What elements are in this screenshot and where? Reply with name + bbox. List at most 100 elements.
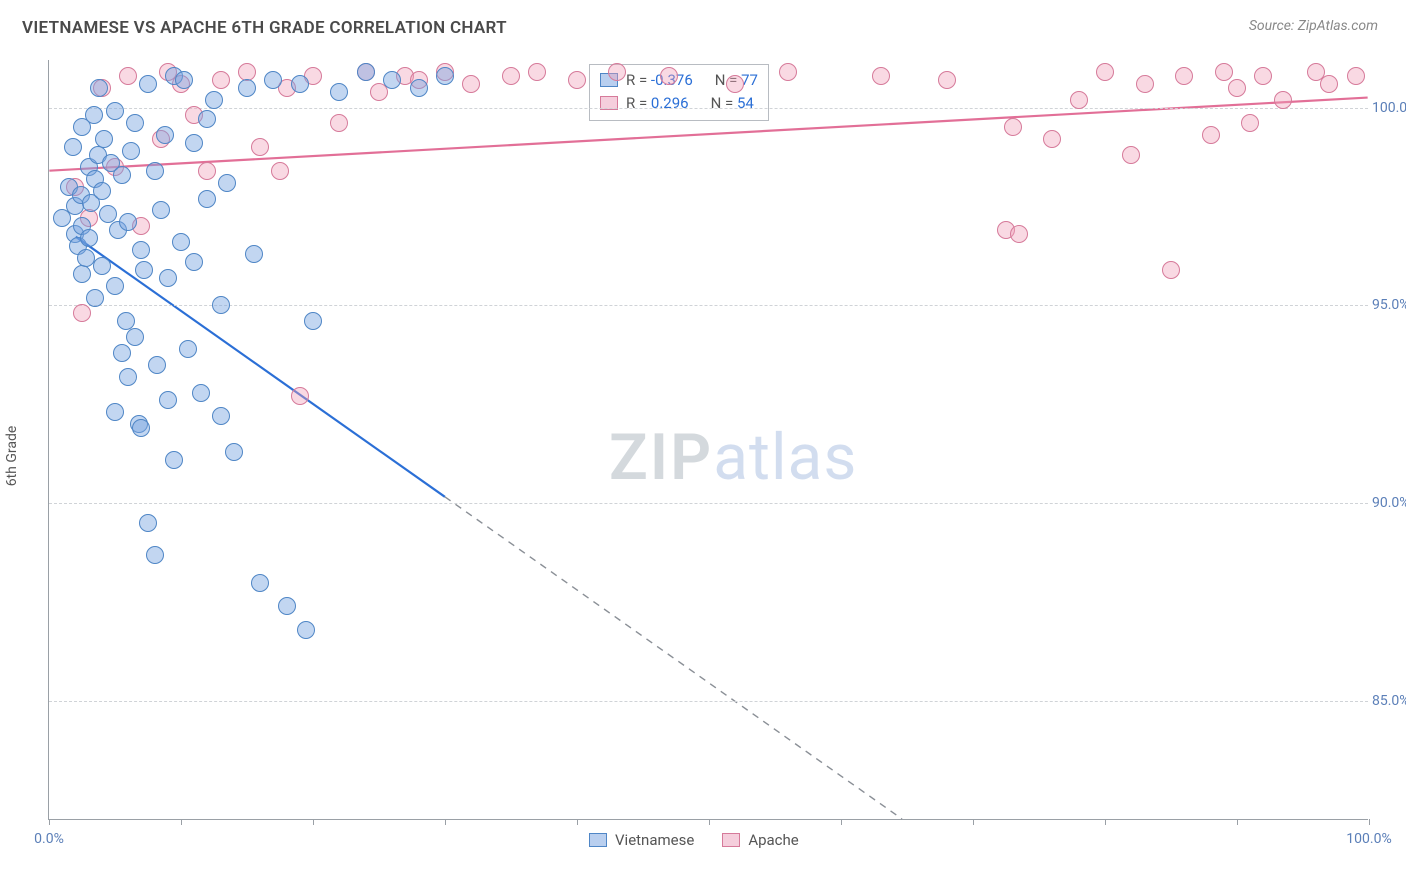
data-point-apache [568, 71, 586, 89]
x-tick-label: 0.0% [34, 831, 64, 847]
data-point-apache [1010, 225, 1028, 243]
data-point-vietnamese [156, 126, 174, 144]
data-point-apache [198, 162, 216, 180]
data-point-apache [1070, 91, 1088, 109]
x-tick-mark [313, 819, 314, 825]
data-point-vietnamese [80, 229, 98, 247]
data-point-vietnamese [119, 368, 137, 386]
data-point-apache [251, 138, 269, 156]
data-point-apache [212, 71, 230, 89]
watermark-zip: ZIP [609, 420, 713, 495]
data-point-vietnamese [297, 621, 315, 639]
data-point-vietnamese [113, 344, 131, 362]
data-point-apache [1175, 67, 1193, 85]
data-point-vietnamese [436, 67, 454, 85]
data-point-apache [119, 67, 137, 85]
chart-title: VIETNAMESE VS APACHE 6TH GRADE CORRELATI… [22, 18, 507, 38]
x-tick-mark [181, 819, 182, 825]
data-point-apache [1122, 146, 1140, 164]
data-point-apache [779, 63, 797, 81]
data-point-vietnamese [119, 213, 137, 231]
header: VIETNAMESE VS APACHE 6TH GRADE CORRELATI… [0, 0, 1406, 46]
x-tick-mark [841, 819, 842, 825]
legend-swatch [589, 833, 607, 847]
x-tick-label: 100.0% [1346, 831, 1391, 847]
data-point-vietnamese [90, 79, 108, 97]
data-point-vietnamese [152, 201, 170, 219]
x-tick-mark [709, 819, 710, 825]
gridline-h [49, 305, 1368, 306]
data-point-vietnamese [159, 269, 177, 287]
source-value: ZipAtlas.com [1298, 18, 1378, 34]
y-tick-label: 90.0% [1372, 495, 1406, 511]
data-point-vietnamese [139, 75, 157, 93]
data-point-apache [330, 114, 348, 132]
y-axis-label: 6th Grade [4, 426, 20, 487]
data-point-vietnamese [172, 233, 190, 251]
trend-line [76, 237, 445, 497]
x-tick-mark [1369, 819, 1370, 825]
data-point-vietnamese [185, 134, 203, 152]
data-point-vietnamese [126, 114, 144, 132]
data-point-vietnamese [64, 138, 82, 156]
data-point-apache [1274, 91, 1292, 109]
data-point-vietnamese [205, 91, 223, 109]
data-point-vietnamese [165, 451, 183, 469]
legend-r-label: R = -0.376 [626, 69, 693, 92]
data-point-vietnamese [85, 106, 103, 124]
data-point-vietnamese [122, 142, 140, 160]
data-point-vietnamese [192, 384, 210, 402]
data-point-vietnamese [291, 75, 309, 93]
data-point-apache [502, 67, 520, 85]
data-point-vietnamese [95, 130, 113, 148]
legend-n-label: N = 54 [711, 92, 754, 115]
watermark: ZIPatlas [609, 420, 857, 495]
data-point-apache [1228, 79, 1246, 97]
data-point-vietnamese [251, 574, 269, 592]
legend-label: Vietnamese [615, 831, 694, 849]
data-point-apache [528, 63, 546, 81]
y-tick-label: 100.0% [1372, 100, 1406, 116]
source-credit: Source: ZipAtlas.com [1249, 18, 1378, 34]
data-point-vietnamese [132, 241, 150, 259]
data-point-vietnamese [185, 253, 203, 271]
data-point-vietnamese [106, 102, 124, 120]
data-point-vietnamese [146, 162, 164, 180]
x-tick-mark [49, 819, 50, 825]
data-point-apache [73, 304, 91, 322]
data-point-apache [1136, 75, 1154, 93]
legend-item-vietnamese: Vietnamese [589, 831, 694, 849]
x-tick-mark [973, 819, 974, 825]
data-point-vietnamese [410, 79, 428, 97]
gridline-h [49, 503, 1368, 504]
data-point-vietnamese [198, 190, 216, 208]
data-point-apache [726, 75, 744, 93]
data-point-apache [1215, 63, 1233, 81]
chart-area: 6th Grade ZIPatlas R = -0.376N = 77R = 0… [0, 48, 1406, 848]
legend-label: Apache [748, 831, 798, 849]
data-point-vietnamese [225, 443, 243, 461]
data-point-vietnamese [106, 403, 124, 421]
data-point-vietnamese [93, 182, 111, 200]
source-label: Source: [1249, 18, 1294, 34]
data-point-apache [1043, 130, 1061, 148]
series-legend: Vietnamese Apache [589, 831, 799, 849]
x-tick-mark [1105, 819, 1106, 825]
data-point-vietnamese [245, 245, 263, 263]
data-point-vietnamese [278, 597, 296, 615]
data-point-vietnamese [86, 289, 104, 307]
data-point-vietnamese [198, 110, 216, 128]
legend-item-apache: Apache [722, 831, 798, 849]
data-point-vietnamese [264, 71, 282, 89]
data-point-vietnamese [218, 174, 236, 192]
data-point-apache [660, 67, 678, 85]
data-point-vietnamese [126, 328, 144, 346]
watermark-atlas: atlas [713, 420, 857, 495]
data-point-vietnamese [132, 419, 150, 437]
data-point-vietnamese [93, 257, 111, 275]
data-point-apache [1254, 67, 1272, 85]
data-point-vietnamese [106, 277, 124, 295]
data-point-vietnamese [148, 356, 166, 374]
x-tick-mark [1237, 819, 1238, 825]
data-point-vietnamese [113, 166, 131, 184]
